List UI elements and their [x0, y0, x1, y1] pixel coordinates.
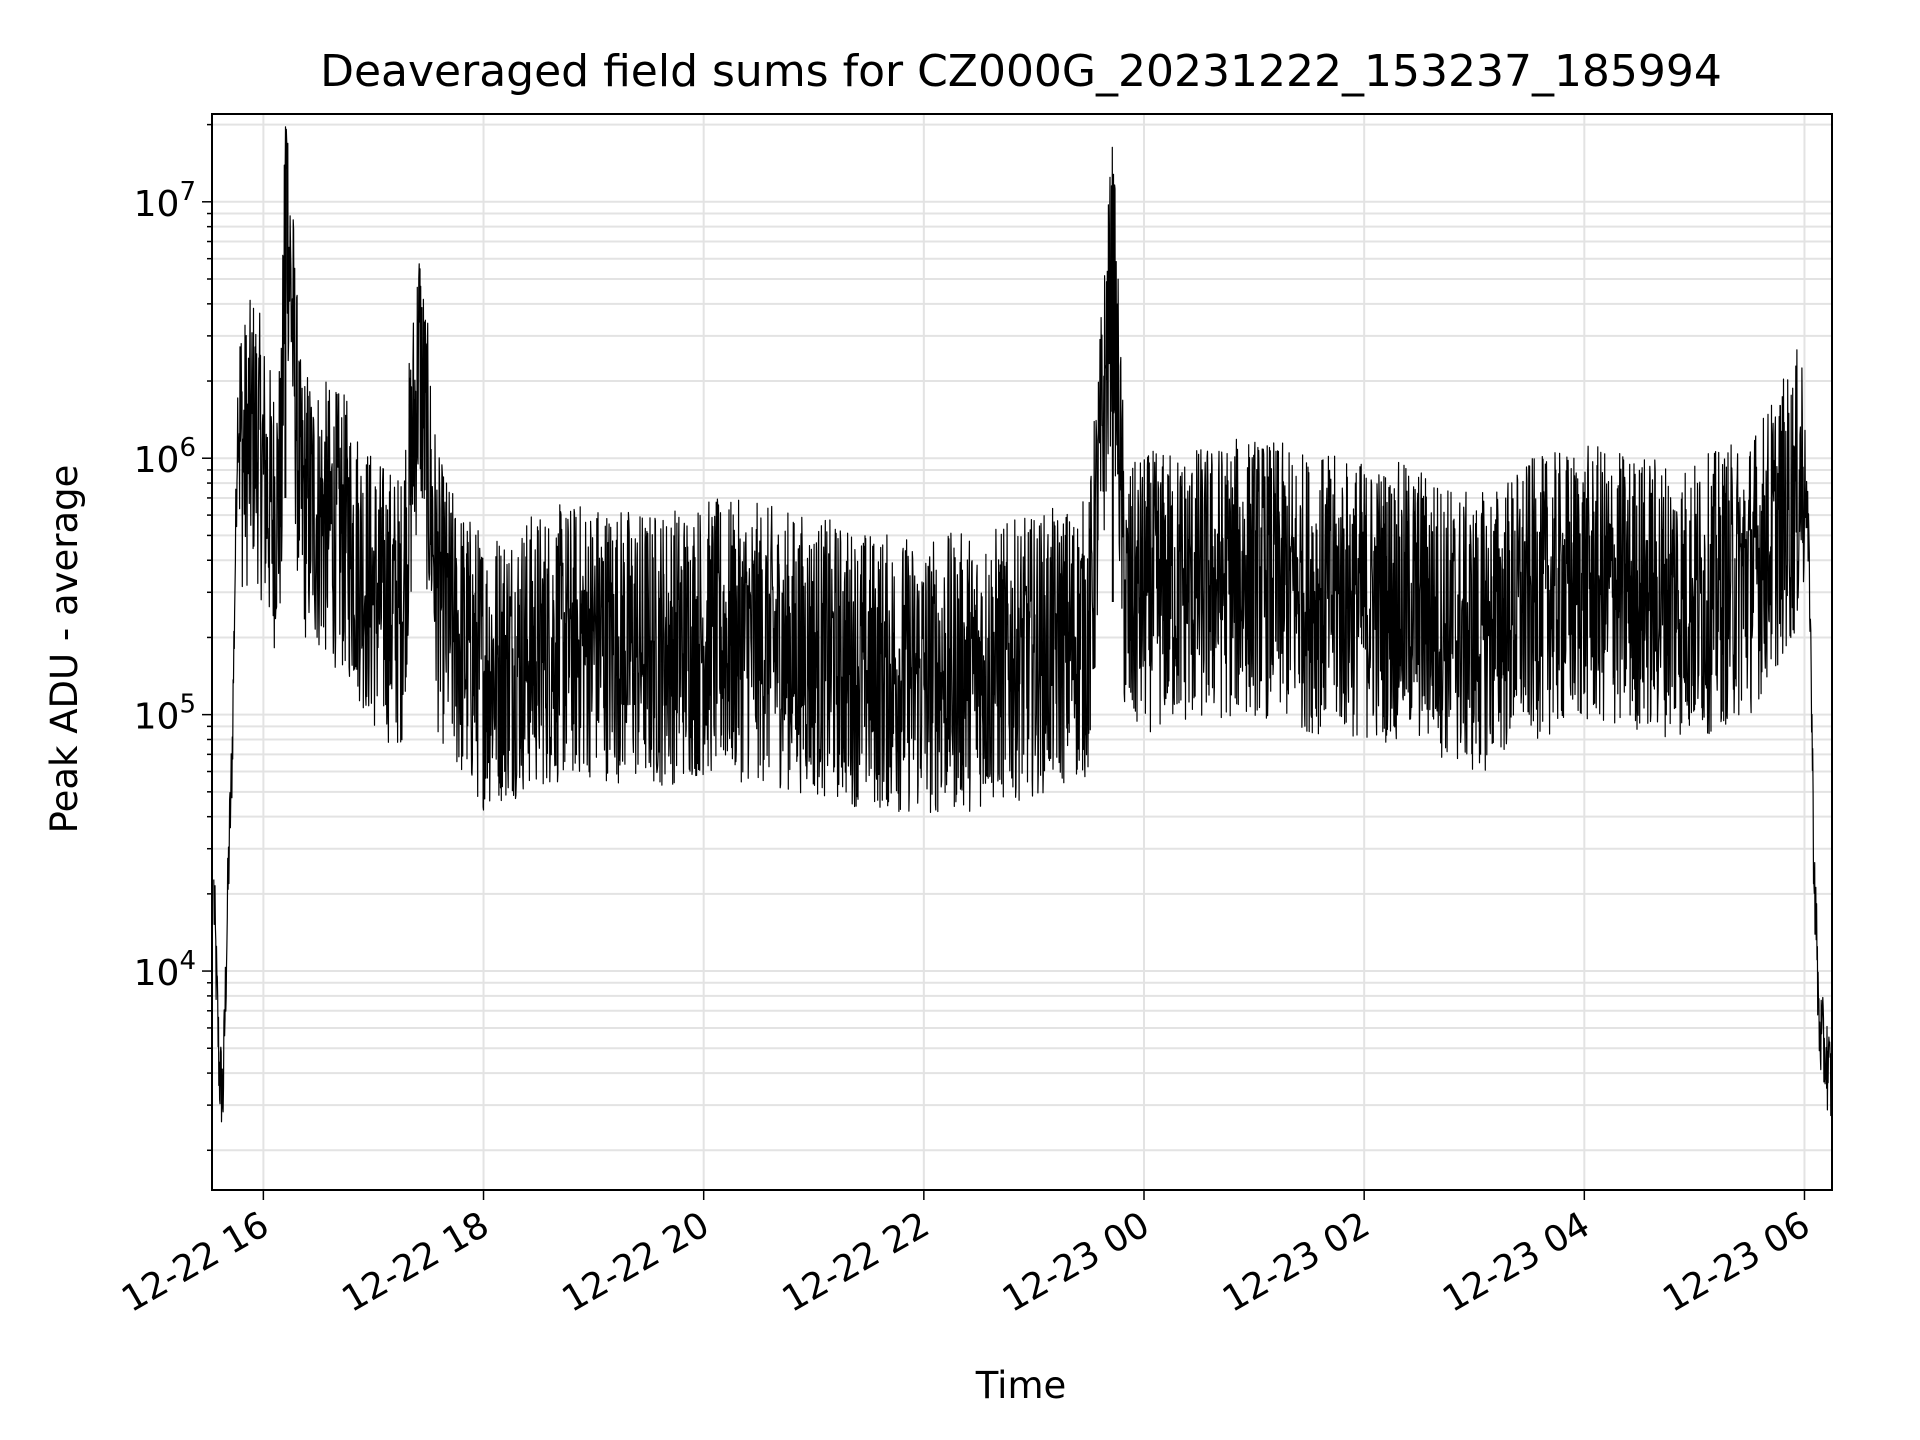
x-tick-label: 12-23 02	[1216, 1204, 1377, 1320]
y-tick-label: 104	[134, 946, 196, 994]
chart-title: Deaveraged field sums for CZ000G_2023122…	[320, 46, 1722, 97]
y-axis: 104 105 106 107	[134, 123, 212, 1152]
x-tick-label: 12-23 06	[1656, 1204, 1817, 1320]
y-axis-label: Peak ADU - average	[43, 465, 86, 834]
x-axis: 12-22 16 12-22 18 12-22 20 12-22 22 12-23 00…	[115, 1190, 1817, 1321]
x-tick-label: 12-22 16	[115, 1204, 276, 1320]
y-tick-label: 105	[134, 690, 196, 738]
x-tick-label: 12-23 04	[1436, 1204, 1597, 1320]
x-tick-label: 12-22 18	[335, 1204, 496, 1320]
x-tick-label: 12-23 00	[996, 1204, 1157, 1320]
x-axis-label: Time	[975, 1364, 1067, 1407]
x-tick-label: 12-22 22	[776, 1204, 937, 1320]
plot-frame	[211, 113, 1833, 1191]
y-tick-label: 106	[134, 433, 196, 481]
x-tick-label: 12-22 20	[556, 1204, 717, 1320]
data-layer	[213, 126, 1833, 1123]
y-tick-label: 107	[134, 177, 196, 225]
series-line	[213, 126, 1833, 1123]
